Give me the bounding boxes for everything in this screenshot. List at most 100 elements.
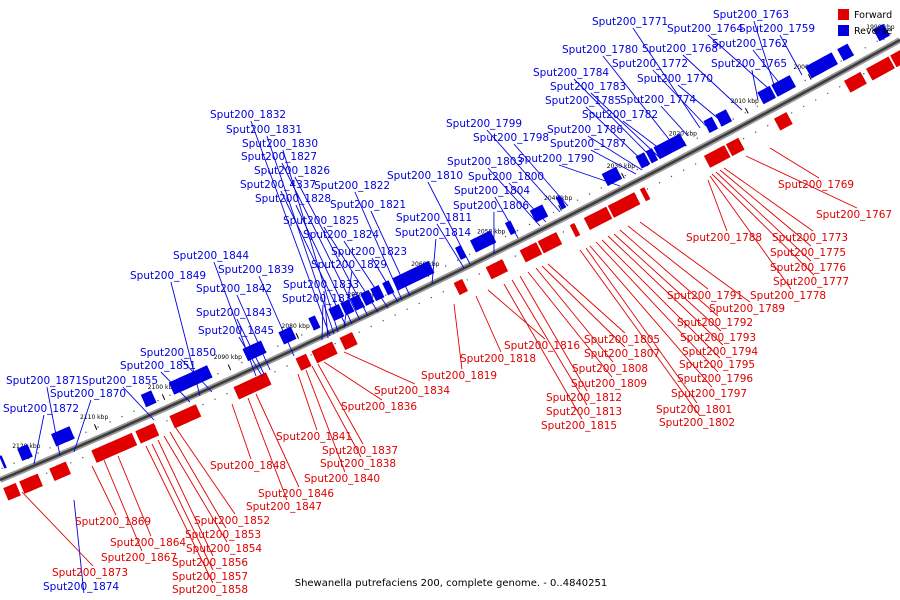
forward-gene-arrow[interactable] [19,473,43,494]
gene-label[interactable]: Sput200_1759 [739,23,815,35]
gene-label[interactable]: Sput200_1822 [314,180,390,192]
gene-label[interactable]: Sput200_1848 [210,460,286,472]
gene-label[interactable]: Sput200_1801 [656,404,732,416]
gene-label[interactable]: Sput200_1799 [446,118,522,130]
gene-label[interactable]: Sput200_1835 [282,293,358,305]
gene-label[interactable]: Sput200_1823 [331,246,407,258]
reverse-gene-arrow[interactable] [360,289,375,306]
gene-label[interactable]: Sput200_1837 [322,445,398,457]
gene-label[interactable]: Sput200_1802 [659,417,735,429]
forward-gene-arrow[interactable] [725,137,745,157]
forward-gene-arrow[interactable] [519,242,543,263]
gene-label[interactable]: Sput200_1841 [276,431,352,443]
gene-label[interactable]: Sput200_1783 [550,81,626,93]
gene-label[interactable]: Sput200_1809 [571,378,647,390]
gene-label[interactable]: Sput200_1768 [642,43,718,55]
gene-label[interactable]: Sput200_1792 [677,317,753,329]
reverse-gene-arrow[interactable] [0,455,7,469]
gene-label[interactable]: Sput200_1874 [43,581,119,593]
gene-label[interactable]: Sput200_1836 [341,401,417,413]
gene-label[interactable]: Sput200_1829 [311,259,387,271]
gene-label[interactable]: Sput200_1816 [504,340,580,352]
reverse-gene-arrow[interactable] [382,280,395,296]
gene-label[interactable]: Sput200_1780 [562,44,638,56]
gene-label[interactable]: Sput200_1873 [52,567,128,579]
gene-label[interactable]: Sput200_1767 [816,209,892,221]
gene-label[interactable]: Sput200_1818 [460,353,536,365]
reverse-gene-arrow[interactable] [504,220,517,236]
gene-label[interactable]: Sput200_1853 [185,529,261,541]
gene-label[interactable]: Sput200_1810 [387,170,463,182]
gene-label[interactable]: Sput200_1793 [680,332,756,344]
gene-label[interactable]: Sput200_1847 [246,501,322,513]
reverse-gene-arrow[interactable] [555,195,567,210]
forward-gene-arrow[interactable] [339,332,358,351]
gene-label[interactable]: Sput200_1819 [421,370,497,382]
reverse-gene-arrow[interactable] [308,315,321,331]
gene-label[interactable]: Sput200_1808 [572,363,648,375]
forward-gene-arrow[interactable] [135,423,160,444]
gene-label[interactable]: Sput200_1770 [637,73,713,85]
gene-label[interactable]: Sput200_1842 [196,283,272,295]
gene-label[interactable]: Sput200_1795 [679,359,755,371]
reverse-gene-arrow[interactable] [653,133,687,160]
forward-gene-arrow[interactable] [49,461,72,482]
reverse-gene-arrow[interactable] [350,294,365,311]
gene-label[interactable]: Sput200_1827 [241,151,317,163]
reverse-gene-arrow[interactable] [873,23,890,42]
reverse-gene-arrow[interactable] [703,116,719,134]
forward-gene-arrow[interactable] [311,341,338,364]
reverse-gene-arrow[interactable] [645,148,659,164]
reverse-gene-arrow[interactable] [17,444,33,462]
gene-label[interactable]: Sput200_1845 [198,325,274,337]
gene-label[interactable]: Sput200_1811 [396,212,472,224]
gene-label[interactable]: Sput200_1864 [110,537,186,549]
forward-gene-arrow[interactable] [703,145,731,168]
gene-label[interactable]: Sput200_1826 [254,165,330,177]
gene-label[interactable]: Sput200_1778 [750,290,826,302]
forward-gene-arrow[interactable] [537,232,563,254]
gene-label[interactable]: Sput200_1824 [303,229,379,241]
gene-label[interactable]: Sput200_1774 [620,94,696,106]
gene-label[interactable]: Sput200_1869 [75,516,151,528]
gene-label[interactable]: Sput200_1787 [550,138,626,150]
gene-label[interactable]: Sput200_1791 [667,290,743,302]
gene-label[interactable]: Sput200_1852 [194,515,270,527]
reverse-gene-arrow[interactable] [715,109,733,127]
gene-label[interactable]: Sput200_1850 [140,347,216,359]
forward-gene-arrow[interactable] [485,259,509,280]
gene-label[interactable]: Sput200_1858 [172,584,248,596]
gene-label[interactable]: Sput200_1854 [186,543,262,555]
gene-label[interactable]: Sput200_1806 [453,200,529,212]
gene-label[interactable]: Sput200_1807 [584,348,660,360]
gene-label[interactable]: Sput200_1831 [226,124,302,136]
gene-label[interactable]: Sput200_1872 [3,403,79,415]
gene-label[interactable]: Sput200_1846 [258,488,334,500]
forward-gene-arrow[interactable] [453,278,469,296]
reverse-gene-arrow[interactable] [469,230,497,253]
forward-gene-arrow[interactable] [583,206,613,231]
gene-label[interactable]: Sput200_1851 [120,360,196,372]
gene-label[interactable]: Sput200_1786 [547,124,623,136]
reverse-gene-arrow[interactable] [805,52,839,79]
gene-label[interactable]: Sput200_1772 [612,58,688,70]
gene-label[interactable]: Sput200_1833 [283,279,359,291]
gene-label[interactable]: Sput200_1773 [772,232,848,244]
gene-label[interactable]: Sput200_1803 [447,156,523,168]
gene-label[interactable]: Sput200_1769 [778,179,854,191]
gene-label[interactable]: Sput200_1784 [533,67,609,79]
gene-label[interactable]: Sput200_1782 [582,109,658,121]
gene-label[interactable]: Sput200_1871 [6,375,82,387]
gene-label[interactable]: Sput200_1857 [172,571,248,583]
forward-gene-arrow[interactable] [639,187,651,202]
gene-label[interactable]: Sput200_1776 [770,262,846,274]
gene-label[interactable]: Sput200_1843 [196,307,272,319]
gene-label[interactable]: Sput200_1790 [518,153,594,165]
forward-gene-arrow[interactable] [773,112,793,131]
gene-label[interactable]: Sput200_1825 [283,215,359,227]
forward-gene-arrow[interactable] [865,56,895,81]
reverse-gene-arrow[interactable] [529,204,549,223]
gene-label[interactable]: Sput200_1797 [671,388,747,400]
reverse-gene-arrow[interactable] [771,75,797,97]
reverse-gene-arrow[interactable] [168,365,213,395]
